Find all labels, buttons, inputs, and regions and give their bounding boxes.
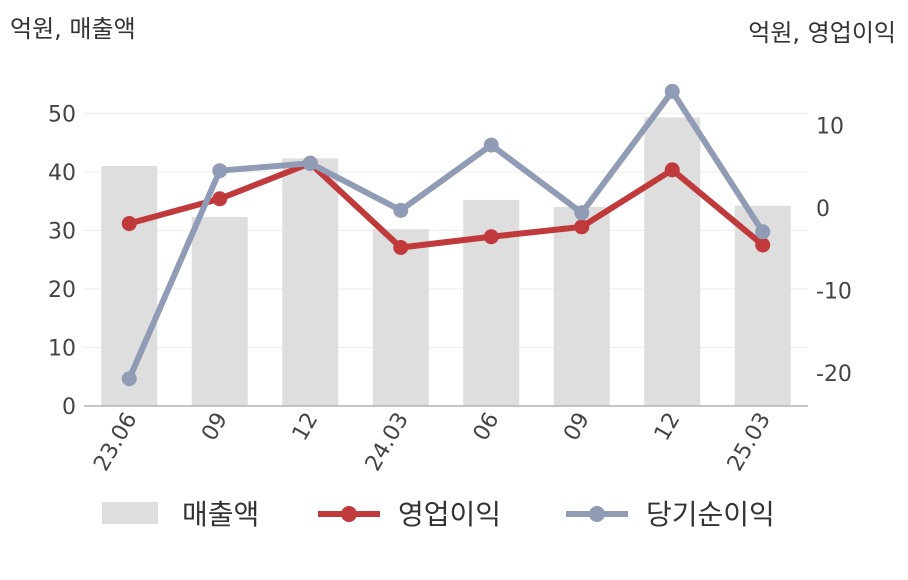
legend-label: 매출액 bbox=[182, 498, 259, 531]
series-line-1 bbox=[126, 160, 766, 251]
point-2-3 bbox=[393, 202, 409, 218]
point-2-5 bbox=[574, 205, 590, 221]
bar-23.06 bbox=[101, 165, 158, 406]
bar-12 bbox=[644, 117, 701, 406]
bar-09 bbox=[191, 216, 248, 406]
legend-swatch-0 bbox=[102, 502, 158, 524]
right-tick-label: -20 bbox=[816, 362, 852, 387]
right-tick-label: -10 bbox=[816, 279, 852, 304]
x-tick-label: 06 bbox=[469, 409, 505, 446]
series-line-2 bbox=[126, 88, 766, 382]
point-1-6 bbox=[664, 162, 680, 178]
left-tick-label: 50 bbox=[48, 102, 76, 127]
point-2-4 bbox=[483, 137, 499, 153]
left-tick-label: 30 bbox=[48, 219, 76, 244]
left-axis-unit: 억원, 매출액 bbox=[10, 15, 136, 43]
right-tick-label: 0 bbox=[816, 197, 830, 222]
right-tick-label: 10 bbox=[816, 114, 844, 139]
point-2-7 bbox=[755, 224, 771, 240]
point-1-1 bbox=[212, 191, 228, 207]
bar-09 bbox=[553, 206, 610, 406]
left-tick-label: 10 bbox=[48, 336, 76, 361]
x-tick-label: 09 bbox=[559, 409, 595, 446]
bar-24.03 bbox=[372, 229, 429, 406]
x-tick-label: 09 bbox=[197, 409, 233, 446]
legend-label: 당기순이익 bbox=[646, 498, 775, 531]
legend-label: 영업이익 bbox=[398, 498, 501, 531]
point-1-4 bbox=[483, 229, 499, 245]
bars-layer bbox=[101, 117, 791, 406]
bar-12 bbox=[282, 158, 339, 406]
legend: 매출액 영업이익 당기순이익 bbox=[102, 498, 775, 531]
right-axis-unit: 억원, 영업이익 bbox=[748, 19, 896, 47]
point-1-7 bbox=[755, 237, 771, 253]
legend-marker-2 bbox=[589, 506, 605, 522]
lines-layer bbox=[121, 83, 771, 387]
x-tick-label: 24.03 bbox=[361, 409, 414, 476]
left-tick-label: 40 bbox=[48, 161, 76, 186]
legend-marker-1 bbox=[341, 506, 357, 522]
left-tick-label: 20 bbox=[48, 278, 76, 303]
point-2-1 bbox=[212, 163, 228, 179]
x-tick-label: 23.06 bbox=[89, 409, 142, 476]
x-tick-label: 12 bbox=[288, 409, 324, 446]
point-2-6 bbox=[664, 83, 680, 99]
x-tick-label: 25.03 bbox=[723, 409, 776, 476]
left-tick-label: 0 bbox=[62, 395, 76, 420]
point-2-0 bbox=[121, 371, 137, 387]
point-1-5 bbox=[574, 219, 590, 235]
point-1-3 bbox=[393, 239, 409, 255]
point-1-0 bbox=[121, 216, 137, 232]
x-tick-label: 12 bbox=[650, 409, 686, 446]
point-2-2 bbox=[302, 155, 318, 171]
